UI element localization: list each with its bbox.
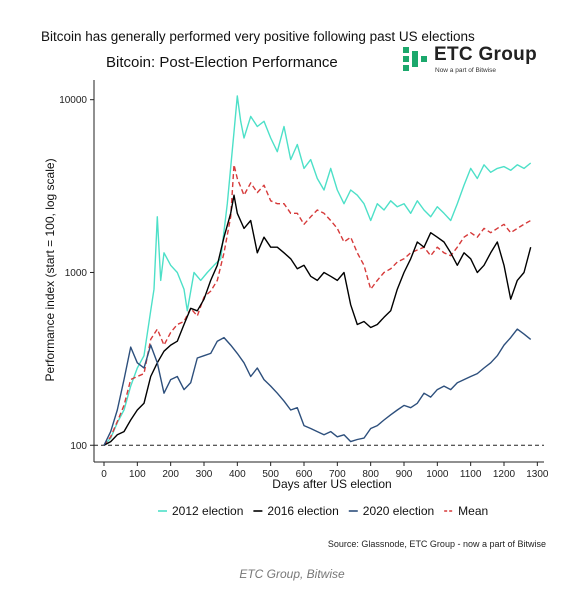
y-tick-label: 10000 — [59, 95, 87, 106]
x-tick-label: 300 — [196, 469, 213, 480]
series-line-2016-election — [103, 194, 532, 446]
legend-label: 2012 election — [172, 504, 243, 518]
x-tick-label: 1200 — [493, 469, 516, 480]
y-tick-label: 1000 — [65, 268, 88, 279]
etc-group-logo: ETC Group Now a part of Bitwise — [403, 44, 553, 81]
x-tick-label: 100 — [129, 469, 146, 480]
y-axis: 100 1000 10000 — [59, 95, 94, 452]
etc-logo-icon — [403, 47, 427, 71]
series-line-mean — [103, 164, 532, 446]
x-tick-label: 1000 — [426, 469, 449, 480]
logo-tagline: Now a part of Bitwise — [435, 67, 497, 74]
legend: 2012 election 2016 election 2020 election M… — [158, 504, 488, 518]
x-tick-label: 400 — [229, 469, 246, 480]
x-tick-label: 700 — [329, 469, 346, 480]
x-tick-label: 200 — [162, 469, 179, 480]
x-tick-label: 1100 — [460, 469, 482, 480]
x-tick-label: 800 — [362, 469, 379, 480]
x-axis: 0 100 200 300 400 500 600 700 800 900 1000 1100 1200… — [101, 462, 549, 480]
legend-label: 2020 election — [363, 504, 434, 518]
logo-name: ETC Group — [434, 44, 537, 65]
y-tick-label: 100 — [70, 441, 87, 452]
series-line-2012-election — [103, 95, 532, 446]
headline: Bitcoin has generally performed very pos… — [41, 29, 475, 44]
x-tick-label: 500 — [262, 469, 279, 480]
y-axis-label: Performance index (start = 100, log scal… — [43, 158, 57, 381]
x-tick-label: 1300 — [526, 469, 549, 480]
x-axis-label: Days after US election — [272, 477, 391, 491]
series-line-2020-election — [103, 328, 532, 446]
performance-chart: Bitcoin: Post-Election Performance 10010… — [43, 54, 549, 518]
x-tick-label: 600 — [296, 469, 313, 480]
chart-title: Bitcoin: Post-Election Performance — [106, 54, 338, 71]
legend-label: 2016 election — [267, 504, 338, 518]
legend-label: Mean — [458, 504, 488, 518]
plot-frame — [93, 80, 544, 463]
x-tick-label: 900 — [396, 469, 413, 480]
image-caption: ETC Group, Bitwise — [239, 567, 345, 581]
source-note: Source: Glassnode, ETC Group - now a par… — [327, 539, 546, 549]
x-tick-label: 0 — [101, 469, 107, 480]
series-layer — [103, 95, 532, 446]
